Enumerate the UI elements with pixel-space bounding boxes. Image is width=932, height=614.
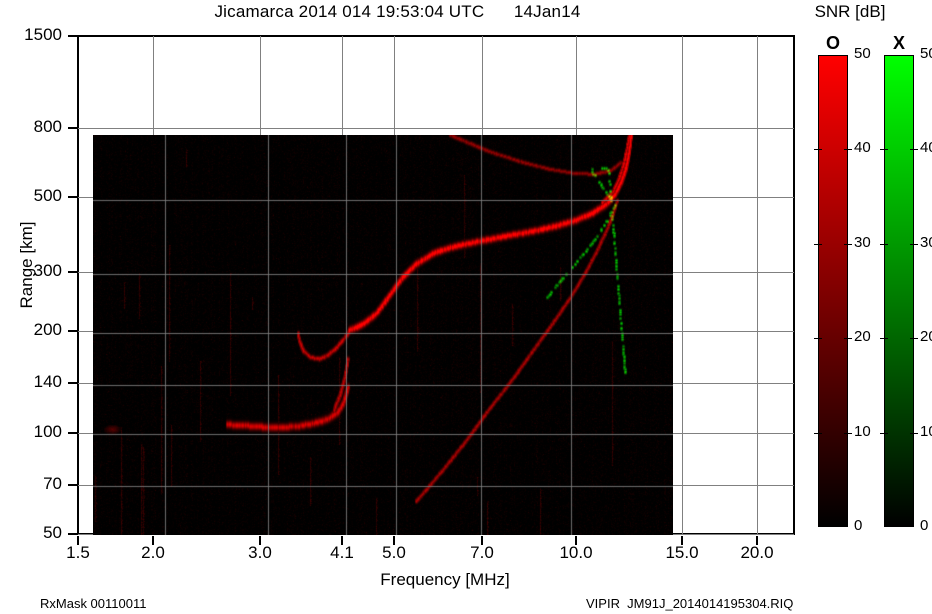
y-tick-mark bbox=[68, 533, 77, 535]
y-tick-label: 200 bbox=[33, 320, 62, 339]
x-tick-label: 15.0 bbox=[665, 543, 699, 562]
gridline-horizontal bbox=[78, 128, 794, 129]
colorbar-tick bbox=[880, 338, 888, 339]
y-tick-mark bbox=[68, 196, 77, 198]
x-tick-label: 10.0 bbox=[559, 543, 593, 562]
footer-filename: VIPIR JM91J_2014014195304.RIQ bbox=[586, 596, 794, 611]
page-title: Jicamarca 2014 014 19:53:04 UTC 14Jan14 bbox=[214, 2, 581, 21]
colorbar-tick bbox=[814, 338, 822, 339]
y-tick-label: 140 bbox=[33, 372, 62, 391]
colorbar-tick-label: 0 bbox=[854, 517, 863, 534]
gridline-vertical bbox=[757, 36, 758, 534]
ionogram-raster bbox=[93, 135, 673, 535]
x-tick-label: 1.5 bbox=[66, 543, 90, 562]
colorbar-o-head: O bbox=[825, 33, 840, 53]
colorbar-tick bbox=[844, 149, 852, 150]
y-tick-mark bbox=[68, 271, 77, 273]
colorbar-tick-label: 50 bbox=[854, 45, 871, 62]
colorbar-tick-label: 40 bbox=[854, 139, 871, 156]
colorbar-tick bbox=[844, 338, 852, 339]
x-tick-mark bbox=[393, 536, 395, 545]
colorbar-tick bbox=[814, 149, 822, 150]
y-tick-label: 1500 bbox=[24, 25, 62, 44]
y-tick-mark bbox=[68, 382, 77, 384]
x-tick-label: 7.0 bbox=[470, 543, 494, 562]
colorbar-tick bbox=[910, 433, 918, 434]
x-tick-label: 2.0 bbox=[141, 543, 165, 562]
y-axis-label: Range [km] bbox=[17, 221, 36, 309]
colorbar-tick bbox=[910, 338, 918, 339]
x-tick-mark bbox=[575, 536, 577, 545]
x-axis-label: Frequency [MHz] bbox=[380, 570, 510, 589]
y-tick-mark bbox=[68, 484, 77, 486]
colorbar-tick bbox=[814, 244, 822, 245]
y-tick-label: 300 bbox=[33, 261, 62, 280]
colorbar-tick-label: 20 bbox=[920, 328, 932, 345]
x-tick-label: 4.1 bbox=[330, 543, 354, 562]
colorbar-o-mode bbox=[818, 55, 848, 527]
x-tick-label: 5.0 bbox=[382, 543, 406, 562]
colorbar-tick bbox=[880, 149, 888, 150]
colorbar-tick bbox=[844, 433, 852, 434]
colorbar-tick-label: 50 bbox=[920, 45, 932, 62]
y-tick-mark bbox=[68, 127, 77, 129]
x-tick-mark bbox=[77, 536, 79, 545]
colorbar-tick-label: 10 bbox=[920, 423, 932, 440]
y-tick-mark bbox=[68, 330, 77, 332]
y-tick-label: 100 bbox=[33, 422, 62, 441]
colorbar-tick bbox=[814, 433, 822, 434]
colorbar-tick-label: 10 bbox=[854, 423, 871, 440]
x-tick-mark bbox=[152, 536, 154, 545]
footer-rxmask: RxMask 00110011 bbox=[40, 596, 147, 611]
y-tick-label: 500 bbox=[33, 186, 62, 205]
colorbar-tick bbox=[844, 244, 852, 245]
x-tick-mark bbox=[481, 536, 483, 545]
colorbar-tick bbox=[910, 149, 918, 150]
y-tick-mark bbox=[68, 432, 77, 434]
colorbar-tick-label: 40 bbox=[920, 139, 932, 156]
y-tick-mark bbox=[68, 35, 77, 37]
colorbar-tick-label: 0 bbox=[920, 517, 929, 534]
x-tick-mark bbox=[341, 536, 343, 545]
x-tick-label: 20.0 bbox=[740, 543, 774, 562]
x-tick-mark bbox=[681, 536, 683, 545]
colorbar-tick-label: 30 bbox=[920, 234, 932, 251]
colorbar-tick bbox=[910, 244, 918, 245]
colorbar-x-mode bbox=[884, 55, 914, 527]
y-tick-label: 70 bbox=[43, 474, 62, 493]
x-tick-mark bbox=[756, 536, 758, 545]
gridline-vertical bbox=[682, 36, 683, 534]
x-tick-mark bbox=[259, 536, 261, 545]
y-tick-label: 800 bbox=[33, 117, 62, 136]
colorbar-tick-label: 20 bbox=[854, 328, 871, 345]
colorbar-x-head: X bbox=[892, 33, 905, 53]
colorbar-tick bbox=[880, 244, 888, 245]
colorbar-tick-label: 30 bbox=[854, 234, 871, 251]
colorbar-tick bbox=[880, 433, 888, 434]
colorbar-title: SNR [dB] bbox=[814, 2, 886, 21]
x-tick-label: 3.0 bbox=[248, 543, 272, 562]
y-tick-label: 50 bbox=[43, 523, 62, 542]
